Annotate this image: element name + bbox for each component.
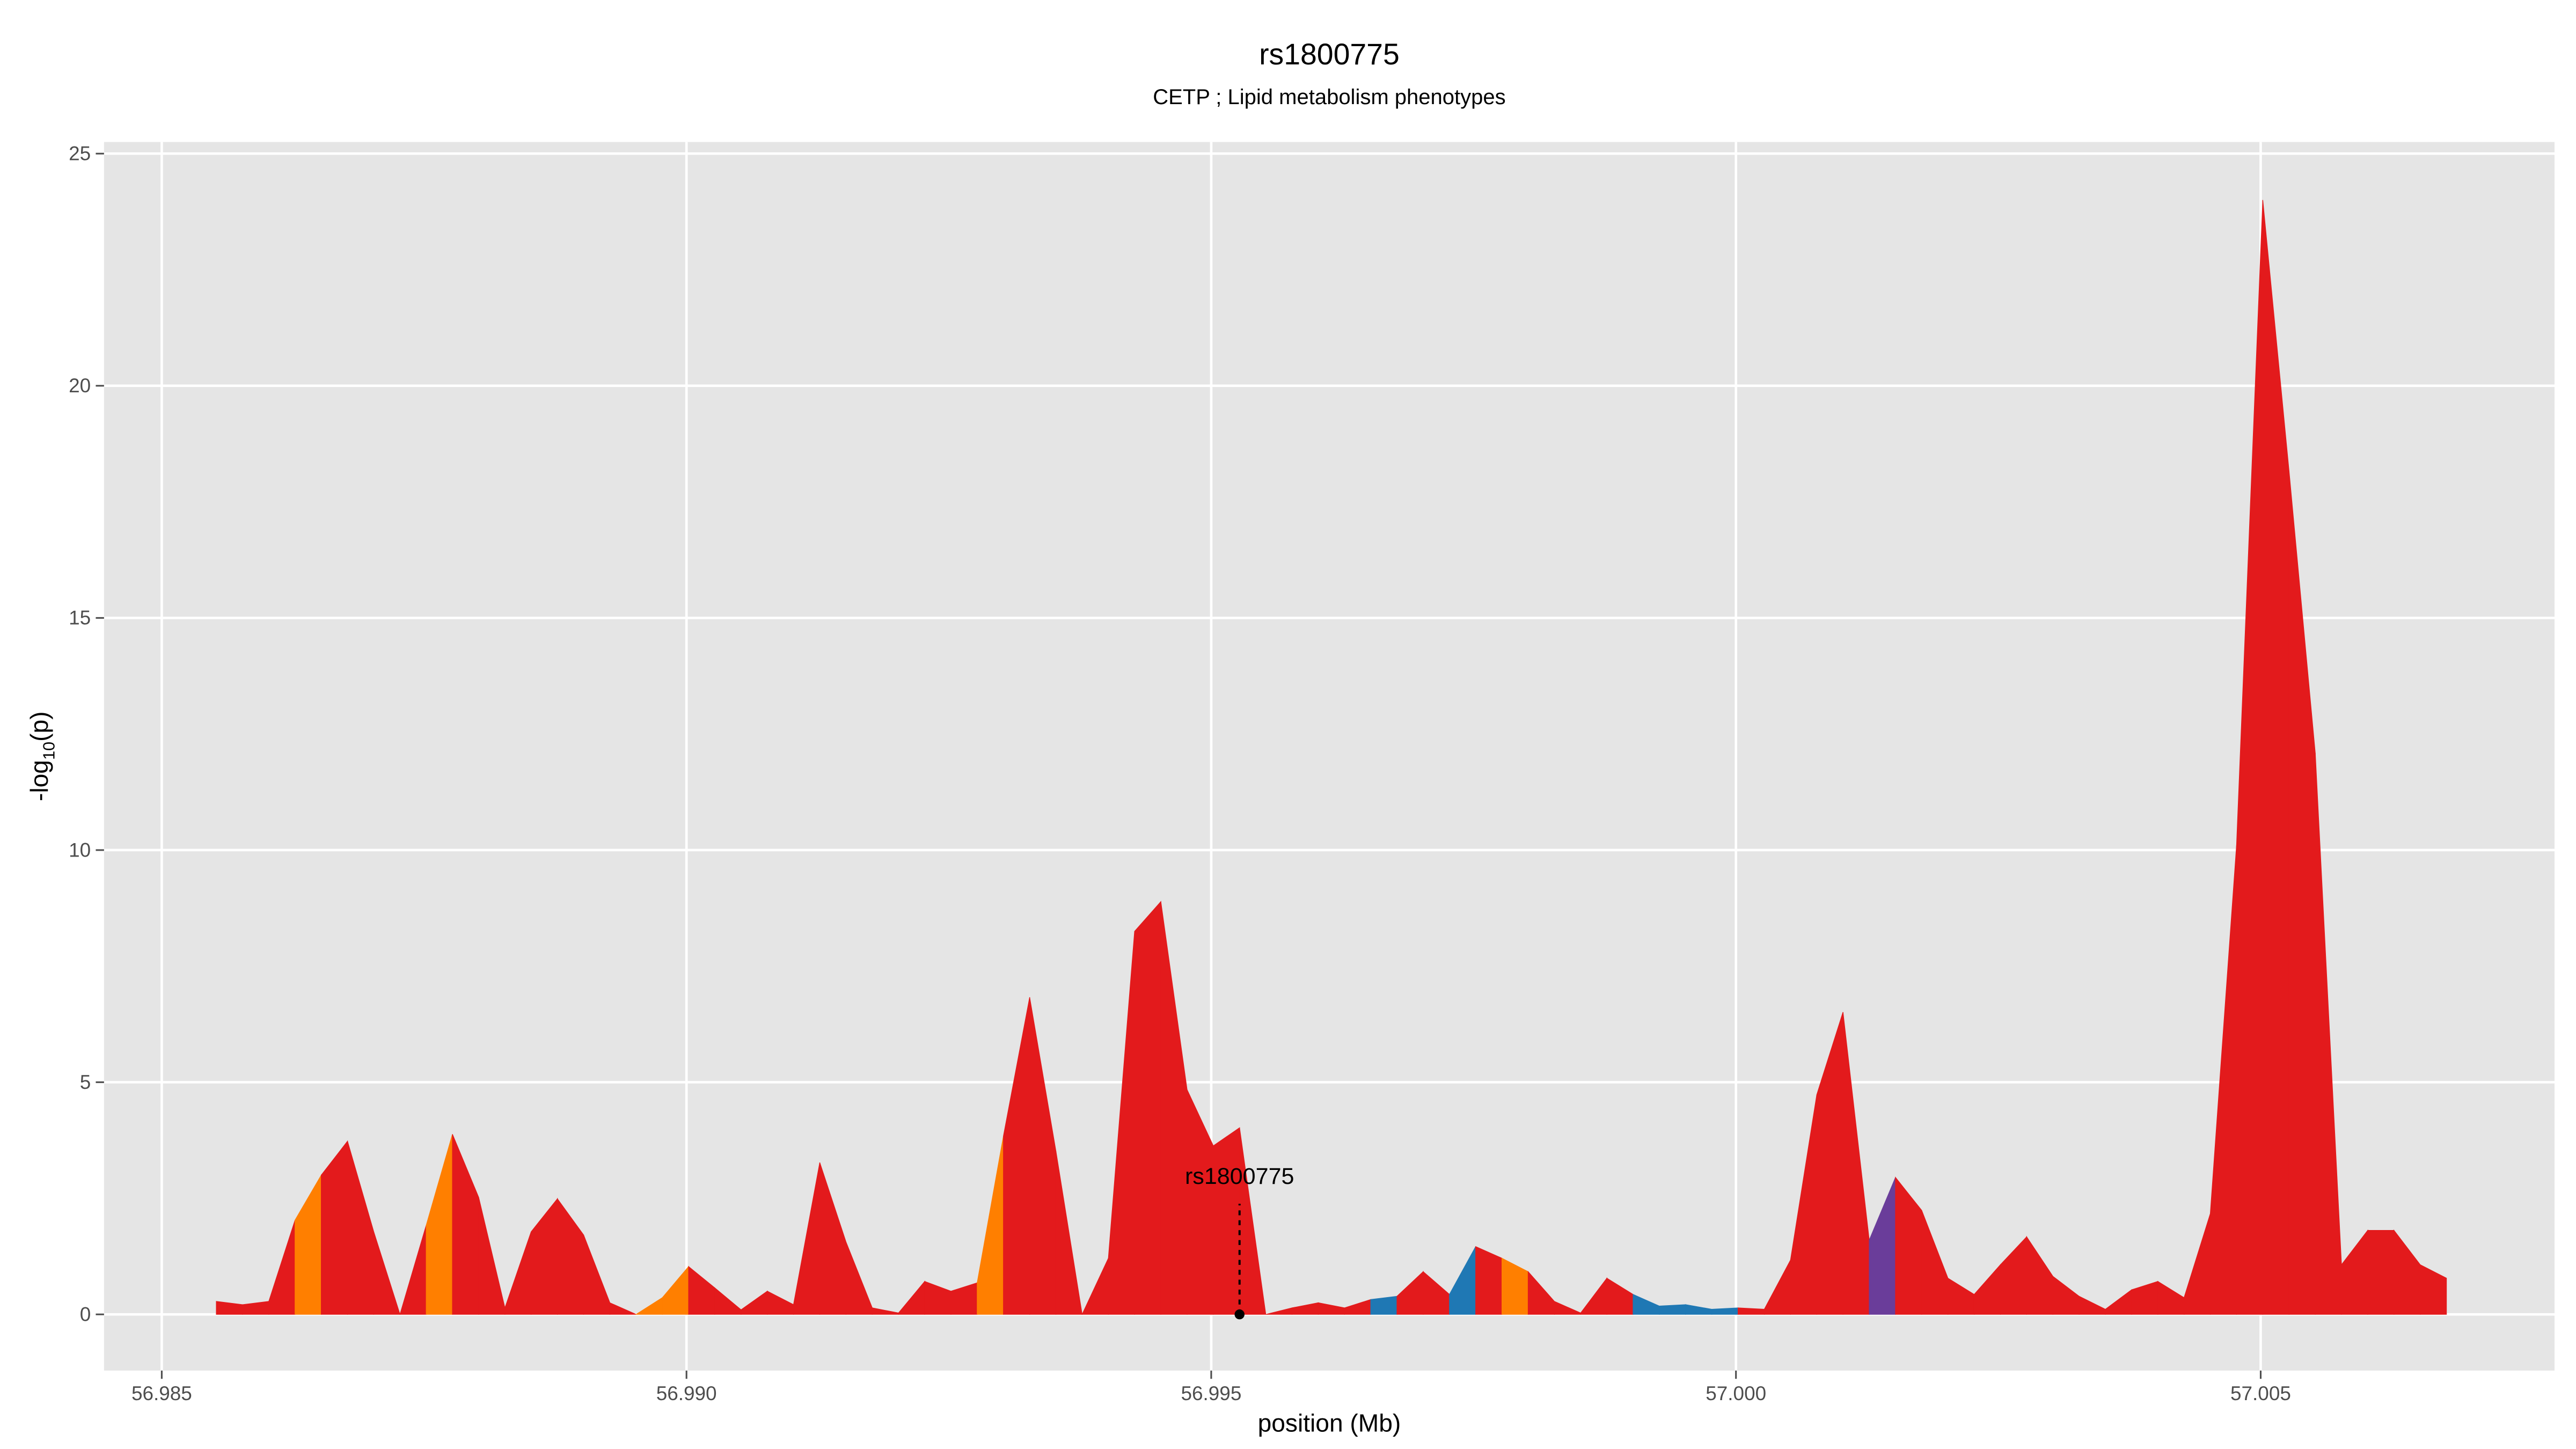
area-segment <box>2367 1230 2395 1315</box>
y-tick-label: 5 <box>80 1071 91 1093</box>
area-segment <box>1370 1296 1397 1315</box>
axes: 0 5 10 15 20 25 56.985 56.990 56.995 57.000 57.005… <box>69 143 2291 1405</box>
chart-subtitle: CETP ; Lipid metabolism phenotypes <box>1153 85 1505 109</box>
area-segment <box>1711 1307 1739 1315</box>
y-label-part: (p) <box>25 711 53 741</box>
area-segment <box>1737 1307 1765 1315</box>
y-tick-label: 20 <box>69 375 91 397</box>
y-tick-label: 15 <box>69 607 91 629</box>
y-label-part: -log <box>25 760 53 801</box>
x-tick-label: 57.000 <box>1706 1382 1766 1404</box>
area-segment <box>1134 901 1161 1315</box>
area-segment <box>2420 1264 2447 1315</box>
chart-title: rs1800775 <box>1259 38 1400 71</box>
y-tick-label: 0 <box>80 1303 91 1325</box>
area <box>216 200 2447 1315</box>
x-tick-label: 56.995 <box>1181 1382 1241 1404</box>
annotation-point <box>1234 1309 1245 1320</box>
area-segment <box>1055 1151 1083 1315</box>
area-segment <box>1213 1127 1240 1315</box>
annotation-label: rs1800775 <box>1185 1163 1294 1189</box>
panel <box>104 142 2555 1371</box>
area-segment <box>1659 1304 1686 1315</box>
area-segment <box>1475 1246 1503 1315</box>
area-segment <box>609 1302 636 1315</box>
y-tick-label: 25 <box>69 143 91 165</box>
x-tick-label: 56.990 <box>656 1382 717 1404</box>
area-segment <box>373 1231 401 1315</box>
y-axis-label: -log10(p) <box>25 711 58 801</box>
y-label-sub: 10 <box>40 742 58 760</box>
x-tick-label: 56.985 <box>131 1382 192 1404</box>
x-axis-label: position (Mb) <box>1258 1409 1401 1437</box>
y-tick-label: 10 <box>69 839 91 861</box>
x-tick-label: 57.005 <box>2230 1382 2291 1404</box>
